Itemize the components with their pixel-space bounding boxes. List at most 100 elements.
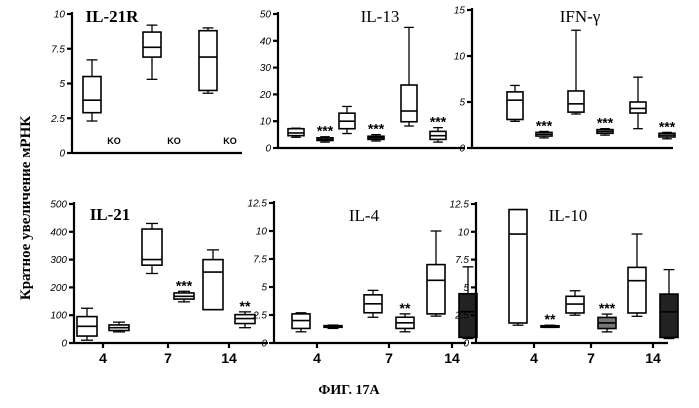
ko-label: KO <box>223 136 237 146</box>
box-plot: *** <box>430 114 447 142</box>
box-plot: ** <box>235 298 255 328</box>
box-iqr <box>199 31 217 91</box>
y-tick-label: 15 <box>454 6 466 17</box>
box-plot <box>364 290 382 317</box>
box-plot <box>142 223 162 273</box>
box-plot: *** <box>368 121 385 141</box>
y-tick-label: 0 <box>61 339 67 350</box>
y-tick-label: 40 <box>260 36 272 47</box>
ko-label: KO <box>167 136 181 146</box>
significance-label: ** <box>400 300 411 316</box>
y-tick-label: 20 <box>259 90 272 101</box>
x-tick-label: 4 <box>99 350 107 366</box>
y-tick-label: 2.5 <box>252 311 267 322</box>
y-tick-label: 12.5 <box>248 199 268 210</box>
y-tick-label: 7.5 <box>51 44 65 55</box>
panel-title: IL-21R <box>86 7 140 26</box>
panel-title: IFN-γ <box>560 7 601 26</box>
box-plot: *** <box>597 115 614 135</box>
box-plot <box>199 28 217 93</box>
panel-title: IL-13 <box>361 7 400 26</box>
box-iqr <box>660 294 678 337</box>
box-plot: *** <box>536 117 553 137</box>
x-tick-label: 7 <box>587 350 595 366</box>
y-tick-label: 5 <box>59 79 65 90</box>
y-tick-label: 200 <box>49 283 67 294</box>
box-iqr <box>507 92 523 120</box>
y-tick-label: 5 <box>459 98 465 109</box>
y-tick-label: 10 <box>260 117 272 128</box>
x-tick-label: 4 <box>313 350 321 366</box>
panel-title: IL-21 <box>90 205 131 224</box>
box-plot <box>339 106 355 133</box>
box-plot <box>324 325 342 328</box>
significance-label: ** <box>545 311 556 327</box>
box-iqr <box>288 129 304 136</box>
box-plot <box>109 322 129 332</box>
y-tick-label: 5 <box>261 283 267 294</box>
y-tick-label: 12.5 <box>450 200 470 211</box>
y-tick-label: 2.5 <box>454 311 469 322</box>
y-tick-label: 100 <box>50 311 67 322</box>
y-tick-label: 7.5 <box>253 255 267 266</box>
y-tick-label: 10 <box>256 227 268 238</box>
x-tick-label: 14 <box>221 350 237 366</box>
box-plot <box>143 25 161 79</box>
y-tick-label: 10 <box>454 52 466 63</box>
y-tick-label: 2.5 <box>50 114 65 125</box>
box-plot <box>509 210 527 326</box>
y-axis-label: Кратное увеличение мРНК <box>18 116 34 300</box>
significance-label: *** <box>536 117 553 133</box>
box-iqr <box>143 32 161 57</box>
panel-il-4: 02.557.51012.5IL-44714** <box>248 199 477 367</box>
box-plot <box>507 85 523 121</box>
box-plot <box>630 77 646 129</box>
box-plot: *** <box>317 123 334 142</box>
x-tick-label: 4 <box>530 350 538 366</box>
panel-il-21: 0100200300400500IL-214714***** <box>49 200 268 367</box>
y-tick-label: 400 <box>50 227 67 238</box>
box-plot: ** <box>396 300 414 332</box>
y-tick-label: 300 <box>50 255 67 266</box>
figure-caption: ФИГ. 17А <box>318 383 380 398</box>
y-tick-label: 0 <box>261 339 267 350</box>
box-iqr <box>568 91 584 112</box>
panel-il-10: 02.557.51012.5IL-104714***** <box>450 200 678 367</box>
box-plot: *** <box>598 300 616 332</box>
y-tick-label: 500 <box>50 200 67 211</box>
significance-label: *** <box>317 123 334 139</box>
y-tick-label: 50 <box>260 10 272 21</box>
y-tick-label: 0 <box>459 144 465 155</box>
box-plot: ** <box>541 311 559 327</box>
box-plot <box>292 313 310 332</box>
x-tick-label: 14 <box>645 350 661 366</box>
panel-title: IL-10 <box>549 206 588 225</box>
x-tick-label: 7 <box>385 350 393 366</box>
box-plot <box>77 308 97 340</box>
box-plot <box>401 27 417 126</box>
y-tick-label: 10 <box>458 227 470 238</box>
box-plot <box>628 234 646 316</box>
box-iqr <box>630 102 646 113</box>
significance-label: *** <box>597 115 614 131</box>
panel-il-13: 01020304050IL-13********* <box>259 7 465 155</box>
y-tick-label: 0 <box>463 339 469 350</box>
box-iqr <box>509 210 527 323</box>
significance-label: *** <box>368 121 385 137</box>
panel-ifn-: 0 5 10 15 IFN-γ *** *** *** <box>454 6 676 155</box>
y-tick-label: 10 <box>54 10 66 21</box>
ko-label: KO <box>107 136 121 146</box>
box-plot <box>83 60 101 121</box>
box-iqr <box>203 260 223 310</box>
box-plot: *** <box>659 118 676 138</box>
box-plot <box>568 30 584 114</box>
box-plot <box>459 267 477 339</box>
box-plot <box>566 291 584 315</box>
box-iqr <box>401 85 417 122</box>
significance-label: *** <box>659 118 676 134</box>
box-plot <box>427 231 445 316</box>
significance-label: *** <box>176 277 193 293</box>
box-iqr <box>83 77 101 113</box>
box-plot <box>660 270 678 339</box>
